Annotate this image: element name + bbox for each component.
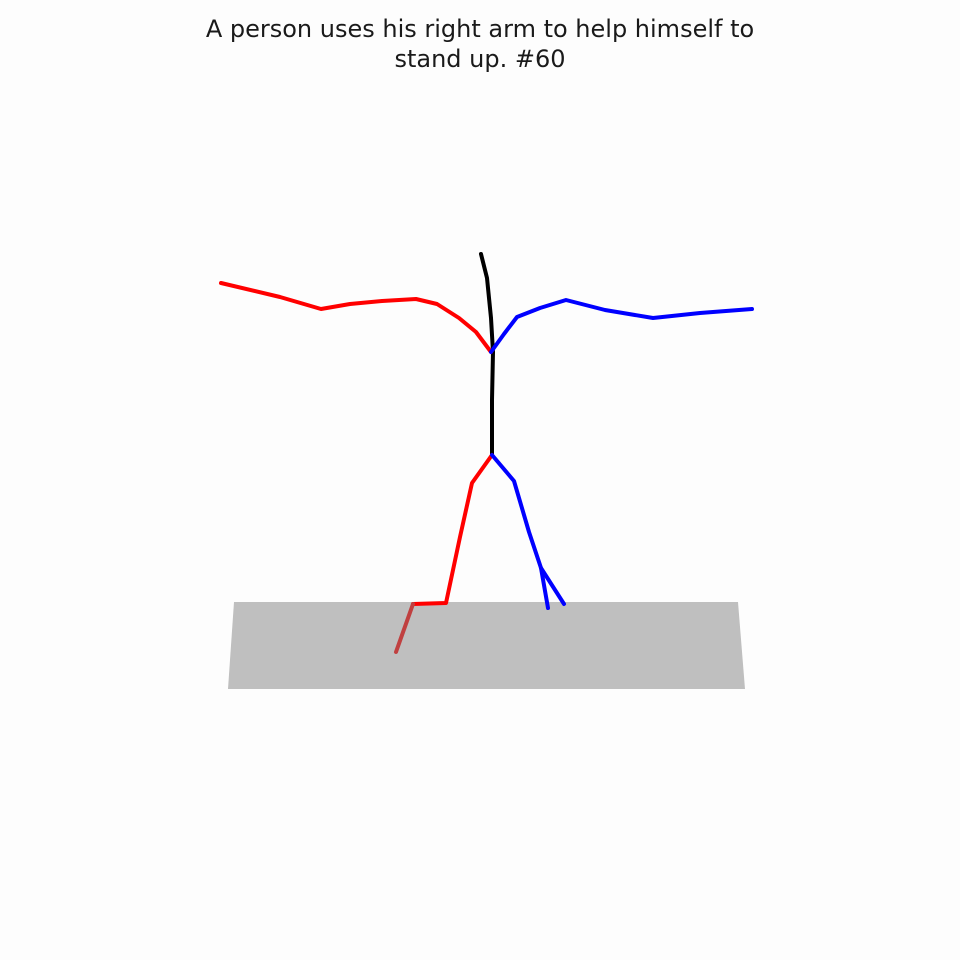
caption-line-2: stand up. #60 bbox=[394, 45, 566, 73]
caption-line-1: A person uses his right arm to help hims… bbox=[205, 15, 755, 43]
right-foot bbox=[394, 602, 415, 654]
right-leg bbox=[411, 453, 494, 606]
left-arm bbox=[489, 298, 754, 354]
right-arm bbox=[219, 281, 493, 354]
left-foot bbox=[539, 566, 566, 606]
floor-plane bbox=[228, 602, 745, 689]
left-leg bbox=[490, 453, 550, 610]
figure-caption: A person uses his right arm to help hims… bbox=[0, 14, 960, 74]
spine bbox=[479, 252, 495, 457]
